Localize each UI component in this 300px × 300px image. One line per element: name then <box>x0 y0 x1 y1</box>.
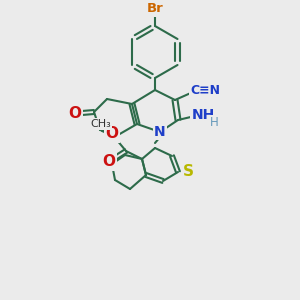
Text: O: O <box>103 154 116 169</box>
Text: O: O <box>106 127 118 142</box>
Text: N: N <box>154 125 166 139</box>
Text: O: O <box>68 106 82 121</box>
Text: S: S <box>182 164 194 179</box>
Text: NH: NH <box>191 108 214 122</box>
Text: CH₃: CH₃ <box>91 119 111 129</box>
Text: Br: Br <box>147 2 164 16</box>
Text: C≡N: C≡N <box>190 83 220 97</box>
Text: H: H <box>210 116 218 128</box>
